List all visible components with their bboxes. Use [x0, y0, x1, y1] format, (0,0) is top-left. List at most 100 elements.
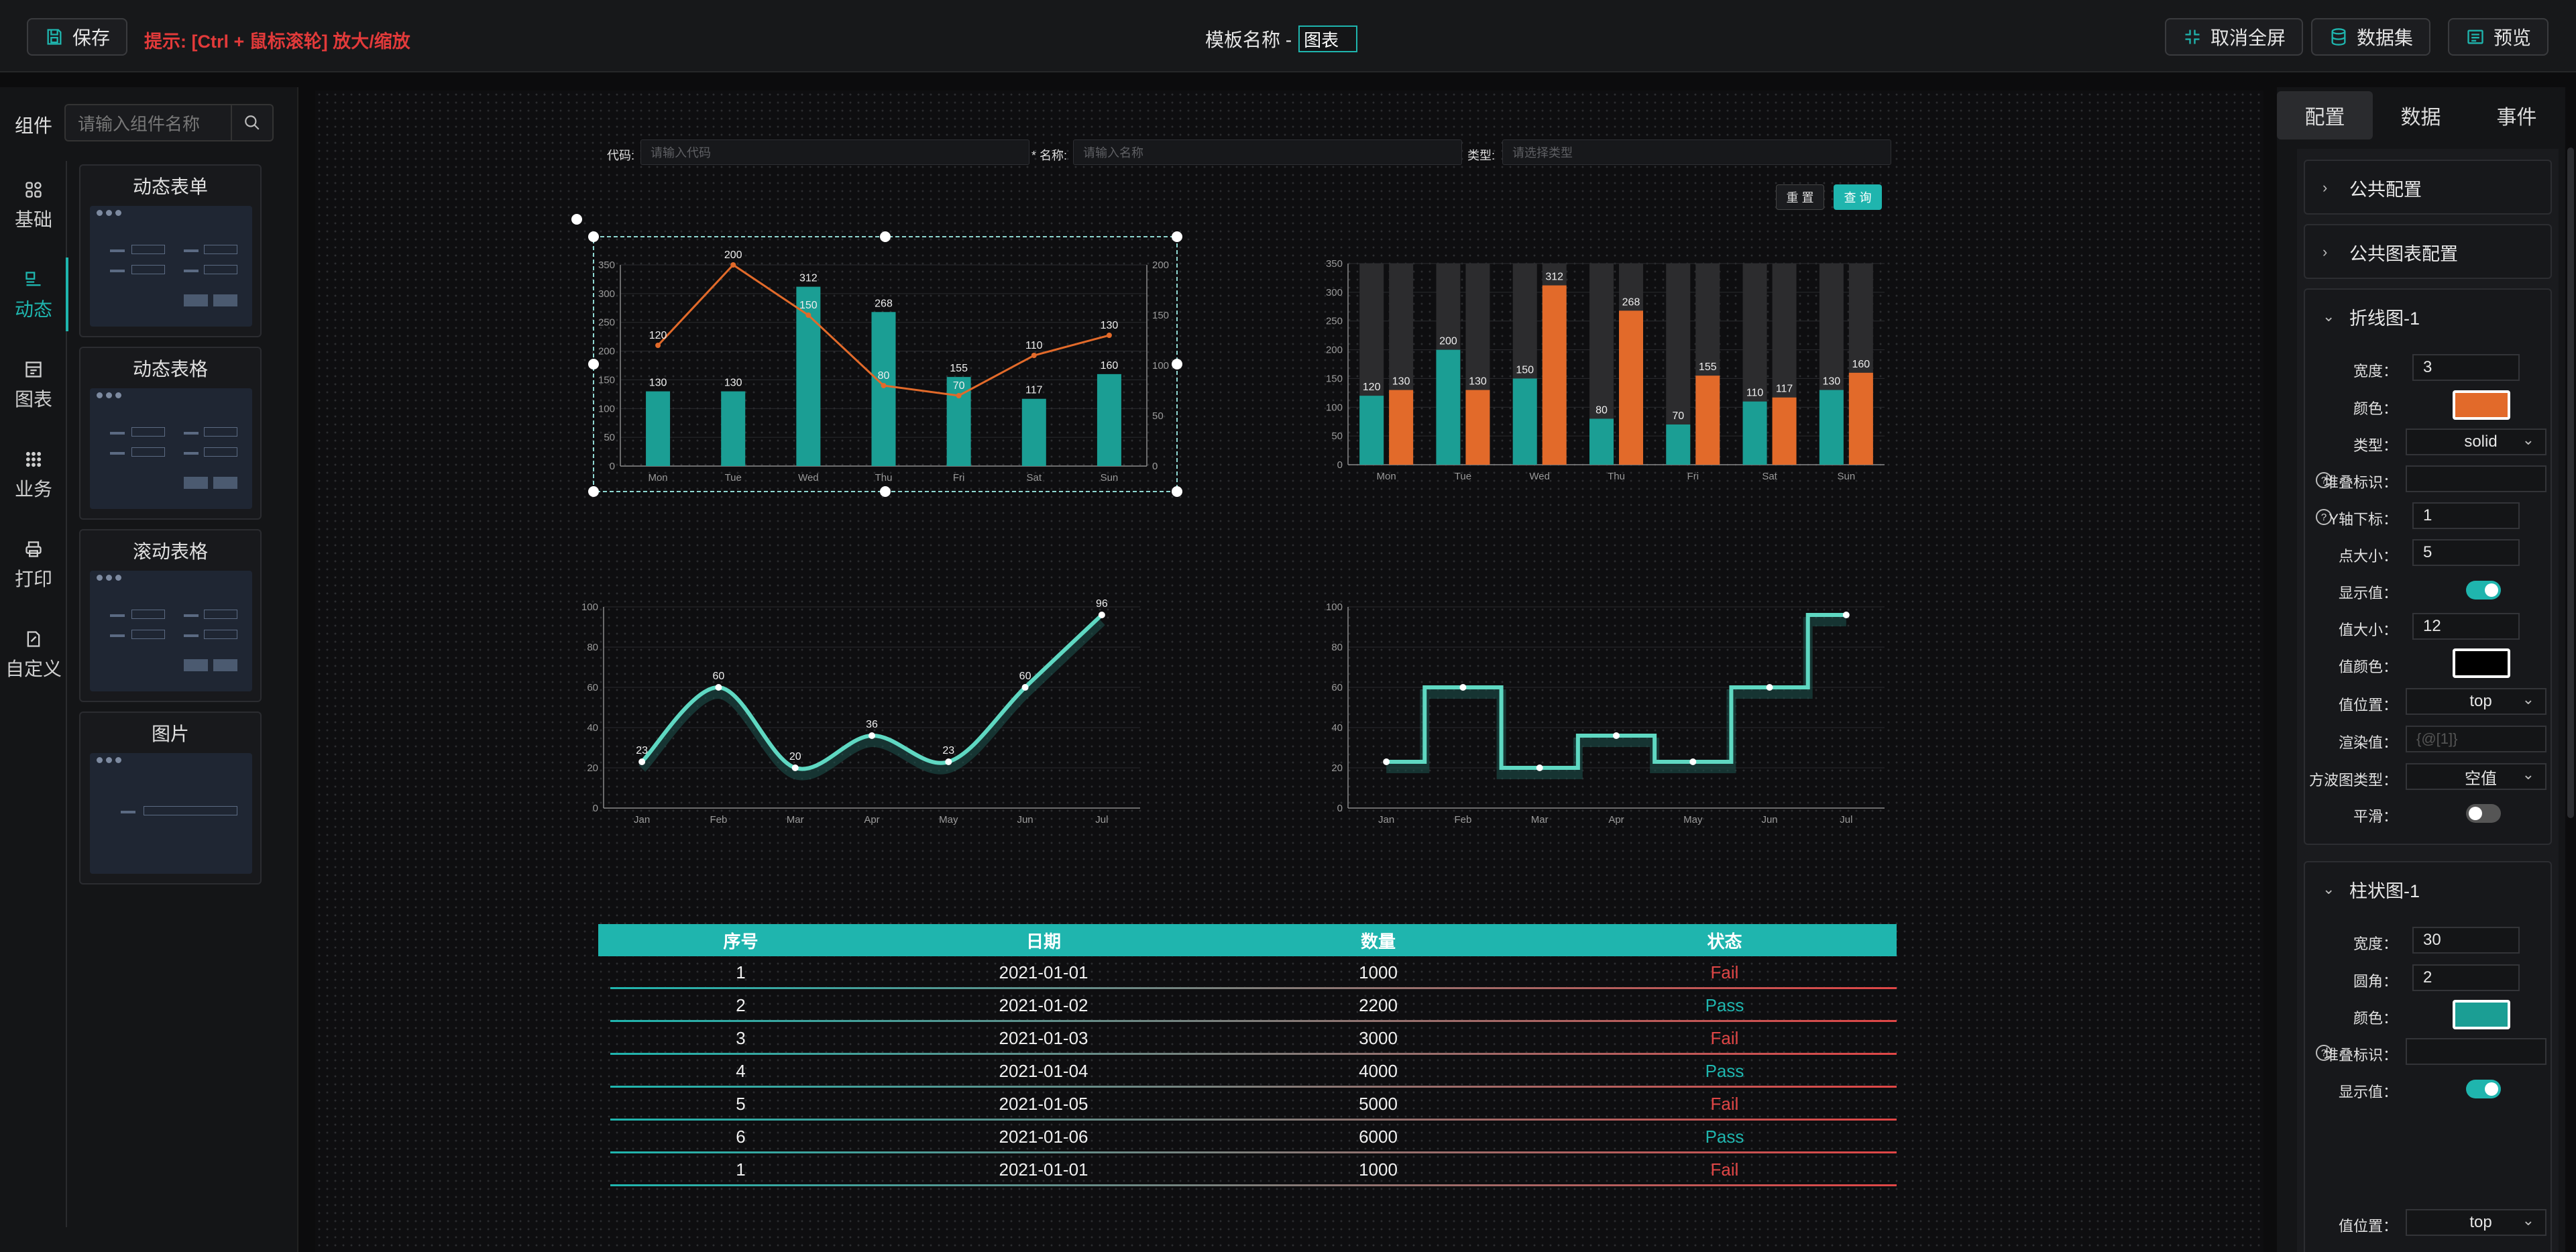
- component-card-dynamic-table[interactable]: 动态表格: [79, 347, 262, 520]
- section-title: 柱状图-1: [2349, 880, 2420, 901]
- x-tick-label: Mar: [787, 814, 804, 826]
- bar-stack-input[interactable]: [2406, 1038, 2546, 1065]
- y-tick-label: 300: [598, 288, 615, 300]
- bar: [1097, 374, 1121, 466]
- line-value-size-input[interactable]: 12: [2412, 613, 2520, 640]
- line-point-size-input[interactable]: 5: [2412, 539, 2520, 566]
- y-tick-label: 20: [587, 762, 598, 774]
- field-label: 方波图类型：: [2308, 772, 2398, 789]
- component-card-scroll-table[interactable]: 滚动表格: [79, 529, 262, 702]
- top-toolbar: 保存 提示: [Ctrl + 鼠标滚轮] 放大/缩放 模板名称 - 图表 取消全…: [0, 0, 2576, 72]
- line-type-select[interactable]: solid: [2406, 429, 2546, 455]
- y-tick-label-right: 50: [1152, 410, 1164, 422]
- cell-date: 2021-01-04: [999, 1061, 1088, 1081]
- line-yaxis-input[interactable]: 1: [2412, 502, 2520, 529]
- component-search-input[interactable]: 请输入组件名称: [64, 104, 232, 141]
- section-header[interactable]: ⌄ 柱状图-1: [2305, 862, 2551, 916]
- design-canvas[interactable]: [315, 91, 2263, 1252]
- chart-step-line[interactable]: 0 20 40 60 80 100 Jan Feb Mar Apr May Jun Jul: [1314, 590, 1905, 832]
- line-point: [1613, 732, 1620, 739]
- x-tick-label: Wed: [1529, 471, 1550, 482]
- field-label: 点大小：: [2338, 548, 2398, 565]
- bar-value-position-select[interactable]: top: [2406, 1209, 2546, 1236]
- bar: [721, 391, 746, 466]
- search-button[interactable]: [232, 104, 274, 141]
- chart-grouped-bar[interactable]: 0 50 100 150 200 250 300 350 Mon Tue Wed Thu Fri Sat S…: [1314, 251, 1905, 493]
- rail-item-chart[interactable]: 图表: [0, 341, 67, 431]
- field-label: Y轴下标：: [2329, 511, 2398, 528]
- bar-color-picker[interactable]: [2453, 1000, 2510, 1029]
- grid-icon: [23, 180, 44, 200]
- tab-data[interactable]: 数据: [2400, 107, 2441, 129]
- field-label: 类型：: [2353, 437, 2398, 454]
- exit-fullscreen-button[interactable]: 取消全屏: [2165, 18, 2304, 56]
- rail-item-basic[interactable]: 基础: [0, 161, 67, 251]
- x-tick-label: Sat: [1027, 472, 1042, 483]
- line-stack-input[interactable]: [2406, 465, 2546, 492]
- y-tick-label: 150: [1326, 373, 1343, 384]
- line-value-label: 23: [942, 745, 954, 756]
- field-label: 颜色：: [2353, 1010, 2398, 1027]
- line-point: [791, 764, 799, 771]
- line-width-input[interactable]: 3: [2412, 354, 2520, 381]
- rail-item-dynamic[interactable]: 动态: [0, 251, 68, 341]
- section-header[interactable]: ⌄ 折线图-1: [2305, 290, 2551, 343]
- name-input[interactable]: 请输入名称: [1073, 139, 1462, 165]
- card-title: 滚动表格: [132, 541, 208, 562]
- chart-smooth-line[interactable]: 0 20 40 60 80 100 Jan Feb Mar Apr May Jun Jul 23 60 20 3…: [570, 590, 1160, 832]
- type-select[interactable]: 请选择类型: [1502, 139, 1891, 165]
- name-label: * 名称:: [1031, 149, 1068, 162]
- property-scrollbar[interactable]: [2567, 148, 2574, 818]
- line-step-type-select[interactable]: 空值: [2406, 763, 2546, 790]
- x-tick-label: Tue: [725, 472, 742, 483]
- rail-item-business[interactable]: 业务: [0, 431, 67, 520]
- bar-radius-input[interactable]: 2: [2412, 964, 2520, 991]
- line-shadow: [1386, 617, 1846, 779]
- chart-bar-line[interactable]: 0 50 100 150 200 250 300 350 0 50 100 150 200 Mon Tue W…: [570, 211, 1187, 503]
- help-icon[interactable]: ?: [2316, 1045, 2332, 1061]
- property-scroll[interactable]: › 公共配置 › 公共图表配置 ⌄ 折线图-1 宽度： 3 颜色： 类型： solid ?…: [2297, 149, 2559, 1252]
- cell-index: 1: [736, 962, 746, 982]
- x-tick-label: Thu: [875, 472, 893, 483]
- field-label: 宽度：: [2353, 363, 2398, 380]
- line-value-position-select[interactable]: top: [2406, 688, 2546, 715]
- help-icon[interactable]: ?: [2316, 472, 2332, 488]
- tab-config[interactable]: 配置: [2277, 91, 2373, 139]
- bar-value-label: 268: [1622, 296, 1640, 308]
- template-name-input[interactable]: 图表: [1298, 25, 1358, 52]
- line-color-picker[interactable]: [2453, 390, 2510, 420]
- rail-item-custom[interactable]: 自定义: [0, 610, 67, 700]
- line-render-value-input[interactable]: {@[1]}: [2406, 726, 2546, 752]
- bar-show-value-toggle[interactable]: [2466, 1080, 2501, 1098]
- tab-events[interactable]: 事件: [2496, 107, 2537, 129]
- x-tick-label: Jan: [634, 814, 650, 826]
- help-icon[interactable]: ?: [2316, 509, 2332, 525]
- line-smooth-toggle[interactable]: [2466, 804, 2501, 823]
- code-input[interactable]: 请输入代码: [640, 139, 1029, 165]
- y-tick-label: 200: [1326, 345, 1343, 356]
- save-button[interactable]: 保存: [27, 18, 128, 56]
- section-common[interactable]: › 公共配置: [2304, 160, 2552, 215]
- dataset-button[interactable]: 数据集: [2311, 18, 2431, 56]
- y-tick-label-right: 150: [1152, 310, 1169, 321]
- component-card-image[interactable]: 图片: [79, 712, 262, 885]
- bar-width-input[interactable]: 30: [2412, 927, 2520, 954]
- y-tick-label-right: 200: [1152, 260, 1169, 271]
- type-label: 类型:: [1467, 149, 1496, 162]
- bar-value-label: 155: [950, 363, 968, 374]
- y-tick-label-right: 0: [1152, 461, 1158, 472]
- y-tick-label: 80: [1331, 642, 1343, 653]
- chevron-down-icon: ⌄: [2322, 308, 2335, 325]
- field-label: 颜色：: [2353, 400, 2398, 417]
- reset-button[interactable]: 重 置: [1776, 184, 1824, 210]
- line-value-color-picker[interactable]: [2453, 648, 2510, 678]
- rail-item-print[interactable]: 打印: [0, 520, 67, 610]
- header-index: 序号: [723, 931, 759, 952]
- line-show-value-toggle[interactable]: [2466, 581, 2501, 600]
- preview-button[interactable]: 预览: [2448, 18, 2549, 56]
- section-common-chart[interactable]: › 公共图表配置: [2304, 224, 2552, 279]
- bar-series-a: [1436, 349, 1461, 465]
- component-card-dynamic-form[interactable]: 动态表单: [79, 164, 262, 337]
- data-table: 序号 日期 数量 状态 1 2021-01-01 1000 Fail 2 2021-01…: [598, 924, 1897, 1186]
- query-button[interactable]: 查 询: [1834, 184, 1882, 210]
